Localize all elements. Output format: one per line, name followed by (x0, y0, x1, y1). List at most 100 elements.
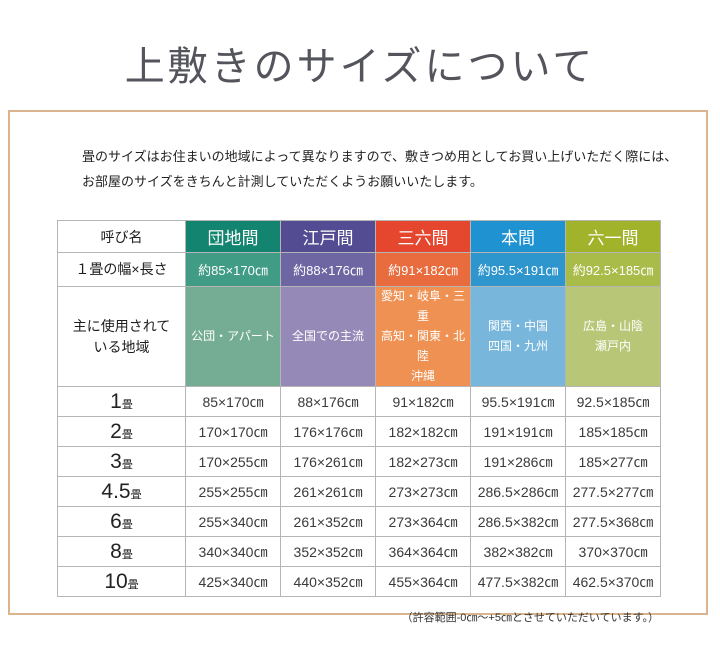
size-value-cell: 382×382㎝ (470, 536, 566, 568)
jo-count: 6 (110, 509, 122, 533)
size-value-cell: 440×352㎝ (280, 566, 376, 598)
region-cell: 全国での主流 (280, 286, 376, 388)
size-row-8jo: 8畳 340×340㎝ 352×352㎝ 364×364㎝ 382×382㎝ 3… (57, 536, 661, 568)
size-value-cell: 261×352㎝ (280, 506, 376, 538)
jo-unit: 畳 (121, 458, 133, 471)
jo-count: 2 (110, 419, 122, 443)
row-label-1jo: 1畳 (57, 386, 186, 418)
size-value-cell: 477.5×382㎝ (470, 566, 566, 598)
intro-line-1: 畳のサイズはお住まいの地域によって異なりますので、敷きつめ用としてお買い上げいた… (82, 149, 678, 164)
size-value-cell: 286.5×286㎝ (470, 476, 566, 508)
region-row-label: 主に使用されて いる地域 (57, 286, 186, 388)
size-value-cell: 255×340㎝ (185, 506, 281, 538)
tatami-size-table: 呼び名 団地間 江戸間 三六間 本間 六一間 １畳の幅×長さ 約85×170㎝ … (57, 220, 661, 598)
size-value-cell: 277.5×368㎝ (565, 506, 661, 538)
unit-size-row-label: １畳の幅×長さ (57, 252, 186, 288)
size-row-1jo: 1畳 85×170㎝ 88×176㎝ 91×182㎝ 95.5×191㎝ 92.… (57, 386, 661, 418)
row-label-3jo: 3畳 (57, 446, 186, 478)
size-value-cell: 352×352㎝ (280, 536, 376, 568)
jo-unit: 畳 (121, 518, 133, 531)
tolerance-note: （許容範囲-0㎝〜+5㎝とさせていただいています。） (401, 612, 659, 625)
unit-size-cell: 約88×176㎝ (280, 252, 376, 288)
intro-line-2: お部屋のサイズをきちんと計測していただくようお願いいたします。 (82, 173, 483, 189)
region-line: 高知・関東・北陸 (380, 328, 465, 363)
column-header-rokuichima: 六一間 (565, 220, 661, 254)
jo-unit: 畳 (121, 398, 133, 411)
size-value-cell: 286.5×382㎝ (470, 506, 566, 538)
size-row-3jo: 3畳 170×255㎝ 176×261㎝ 182×273㎝ 191×286㎝ 1… (57, 446, 661, 478)
size-value-cell: 185×277㎝ (565, 446, 661, 478)
row-label-6jo: 6畳 (57, 506, 186, 538)
size-value-cell: 462.5×370㎝ (565, 566, 661, 598)
page-title: 上敷きのサイズについて (124, 44, 596, 89)
column-header-honma: 本間 (470, 220, 566, 254)
size-value-cell: 95.5×191㎝ (470, 386, 566, 418)
jo-unit: 畳 (121, 428, 133, 441)
size-value-cell: 176×176㎝ (280, 416, 376, 448)
region-cell: 愛知・岐阜・三重 高知・関東・北陸 沖縄 (375, 286, 471, 388)
size-value-cell: 273×273㎝ (375, 476, 471, 508)
size-value-cell: 455×364㎝ (375, 566, 471, 598)
size-value-cell: 176×261㎝ (280, 446, 376, 478)
region-line: 広島・山陰 (582, 319, 643, 334)
size-value-cell: 277.5×277㎝ (565, 476, 661, 508)
row-label-2jo: 2畳 (57, 416, 186, 448)
size-value-cell: 85×170㎝ (185, 386, 281, 418)
region-row: 主に使用されて いる地域 公団・アパート 全国での主流 愛知・岐阜・三重 高知・… (57, 286, 661, 388)
size-value-cell: 88×176㎝ (280, 386, 376, 418)
jo-count: 3 (110, 449, 122, 473)
size-value-cell: 255×255㎝ (185, 476, 281, 508)
region-line: 沖縄 (410, 368, 435, 383)
row-label-4-5jo: 4.5畳 (57, 476, 186, 508)
unit-size-cell: 約95.5×191㎝ (470, 252, 566, 288)
row-label-10jo: 10畳 (57, 566, 186, 598)
size-value-cell: 425×340㎝ (185, 566, 281, 598)
size-row-4-5jo: 4.5畳 255×255㎝ 261×261㎝ 273×273㎝ 286.5×28… (57, 476, 661, 508)
size-row-2jo: 2畳 170×170㎝ 176×176㎝ 182×182㎝ 191×191㎝ 1… (57, 416, 661, 448)
region-cell: 公団・アパート (185, 286, 281, 388)
unit-size-cell: 約85×170㎝ (185, 252, 281, 288)
column-header-danchima: 団地間 (185, 220, 281, 254)
size-value-cell: 170×255㎝ (185, 446, 281, 478)
region-line: 全国での主流 (291, 328, 364, 343)
unit-size-row: １畳の幅×長さ 約85×170㎝ 約88×176㎝ 約91×182㎝ 約95.5… (57, 252, 661, 288)
region-row-label-line1: 主に使用されて (72, 317, 171, 334)
jo-unit: 畳 (121, 548, 133, 561)
size-value-cell: 261×261㎝ (280, 476, 376, 508)
size-value-cell: 91×182㎝ (375, 386, 471, 418)
region-line: 愛知・岐阜・三重 (380, 289, 465, 324)
size-row-10jo: 10畳 425×340㎝ 440×352㎝ 455×364㎝ 477.5×382… (57, 566, 661, 598)
column-header-sabuma: 三六間 (375, 220, 471, 254)
jo-count: 8 (110, 539, 122, 563)
size-value-cell: 185×185㎝ (565, 416, 661, 448)
region-line: 関西・中国 (487, 319, 548, 334)
corner-header: 呼び名 (57, 220, 186, 254)
unit-size-cell: 約91×182㎝ (375, 252, 471, 288)
jo-unit: 畳 (130, 488, 142, 501)
row-label-8jo: 8畳 (57, 536, 186, 568)
size-value-cell: 191×191㎝ (470, 416, 566, 448)
content-frame: 畳のサイズはお住まいの地域によって異なりますので、敷きつめ用としてお買い上げいた… (8, 110, 708, 624)
jo-count: 10 (104, 569, 128, 593)
region-row-label-line2: いる地域 (93, 338, 150, 355)
size-value-cell: 273×364㎝ (375, 506, 471, 538)
size-value-cell: 92.5×185㎝ (565, 386, 661, 418)
size-value-cell: 370×370㎝ (565, 536, 661, 568)
jo-count: 1 (110, 389, 122, 413)
column-header-edoma: 江戸間 (280, 220, 376, 254)
intro-text: 畳のサイズはお住まいの地域によって異なりますので、敷きつめ用としてお買い上げいた… (82, 145, 686, 194)
size-value-cell: 340×340㎝ (185, 536, 281, 568)
region-line: 瀬戸内 (594, 338, 631, 353)
size-value-cell: 191×286㎝ (470, 446, 566, 478)
region-cell: 広島・山陰 瀬戸内 (565, 286, 661, 388)
region-line: 四国・九州 (487, 338, 548, 353)
jo-unit: 畳 (127, 578, 139, 591)
region-line: 公団・アパート (191, 328, 275, 343)
size-value-cell: 182×273㎝ (375, 446, 471, 478)
table-header-row: 呼び名 団地間 江戸間 三六間 本間 六一間 (57, 220, 661, 254)
size-value-cell: 364×364㎝ (375, 536, 471, 568)
size-row-6jo: 6畳 255×340㎝ 261×352㎝ 273×364㎝ 286.5×382㎝… (57, 506, 661, 538)
size-value-cell: 182×182㎝ (375, 416, 471, 448)
unit-size-cell: 約92.5×185㎝ (565, 252, 661, 288)
